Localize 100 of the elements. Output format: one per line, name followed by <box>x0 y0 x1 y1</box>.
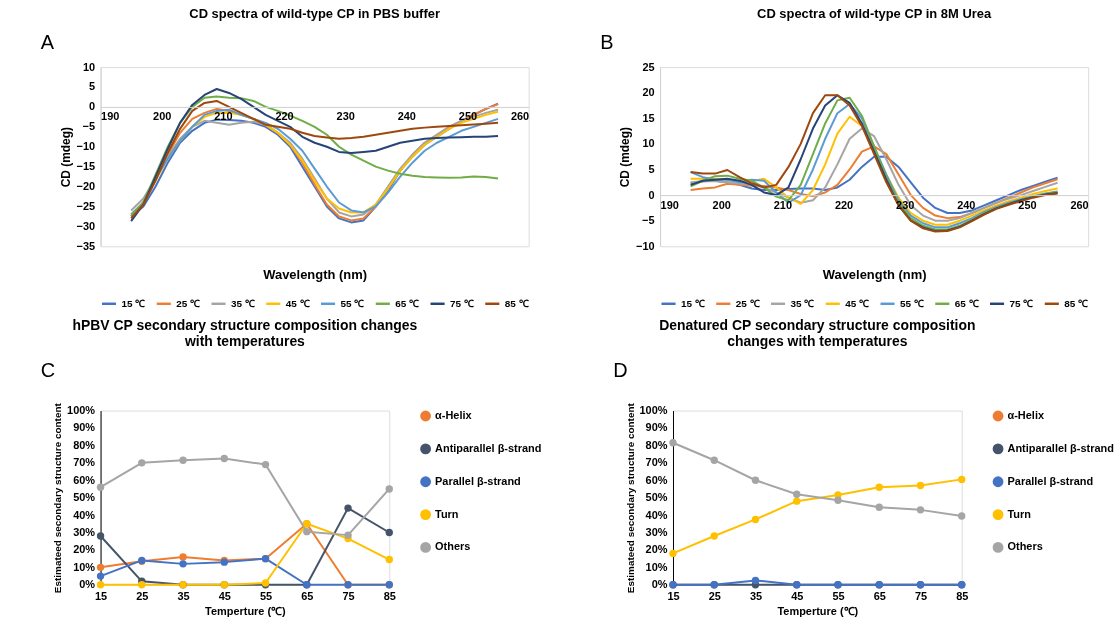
x-tick-label: 220 <box>834 198 854 211</box>
legend-label: 25 ℃ <box>176 297 201 309</box>
x-tick-label: 15 <box>667 590 680 603</box>
x-axis-title: Temperture (℃) <box>205 605 287 618</box>
x-tick-label: 230 <box>336 110 355 123</box>
y-tick-label: 10% <box>73 560 96 573</box>
x-tick-label: 45 <box>218 590 231 603</box>
y-tick-label: 90% <box>73 421 96 434</box>
legend-label: 55 ℃ <box>899 297 924 309</box>
y-tick-label: 20% <box>73 543 96 556</box>
y-tick-label: −10 <box>636 239 655 252</box>
y-tick-label: 70% <box>73 456 96 469</box>
x-tick-label: 25 <box>708 590 721 603</box>
y-axis-title: CD (mdeg) <box>58 127 73 188</box>
legend-label: 25 ℃ <box>735 297 760 309</box>
y-tick-label: 50% <box>645 491 668 504</box>
x-tick-label: 240 <box>397 110 416 123</box>
y-tick-label: 0% <box>651 578 668 591</box>
legend-label: 15 ℃ <box>121 297 146 309</box>
y-tick-label: 40% <box>645 508 668 521</box>
legend-label: Others <box>1007 540 1043 553</box>
y-tick-label: 30% <box>73 526 96 538</box>
y-tick-label: 100% <box>639 404 668 417</box>
y-tick-label: 25 <box>642 60 655 73</box>
chart-title: Denatured CP secondary structure composition changes with temperatures <box>659 316 976 349</box>
legend-label: 15 ℃ <box>680 297 705 309</box>
y-tick-label: −25 <box>76 199 96 212</box>
y-tick-label: 0 <box>648 188 655 201</box>
x-tick-label: 190 <box>101 110 120 123</box>
y-tick-label: −10 <box>76 140 96 153</box>
legend-label: 85 ℃ <box>504 297 529 309</box>
legend-label: 75 ℃ <box>1009 297 1034 309</box>
y-tick-label: 5 <box>648 162 655 175</box>
legend-label: 85 ℃ <box>1064 297 1089 309</box>
x-tick-label: 220 <box>275 110 294 123</box>
x-tick-label: 200 <box>712 198 731 211</box>
legend-label: Parallel β-strand <box>1007 474 1094 487</box>
y-tick-label: 40% <box>73 508 96 521</box>
legend-label: α-Helix <box>1007 409 1045 422</box>
text: D <box>613 358 628 381</box>
x-tick-label: 190 <box>660 198 679 211</box>
y-tick-label: −20 <box>76 180 96 193</box>
y-tick-label: 50% <box>73 491 96 504</box>
x-tick-label: 200 <box>153 110 172 123</box>
x-tick-label: 240 <box>957 198 976 211</box>
y-tick-label: 0 <box>88 100 96 113</box>
x-tick-label: 85 <box>383 590 396 603</box>
y-tick-label: 10% <box>645 560 668 573</box>
y-tick-label: 90% <box>645 421 668 434</box>
x-tick-label: 65 <box>301 590 314 603</box>
x-tick-label: 260 <box>510 110 530 123</box>
legend-label: 55 ℃ <box>340 297 365 309</box>
y-tick-label: 60% <box>645 473 668 486</box>
x-tick-label: 250 <box>458 110 478 123</box>
legend-label: α-Helix <box>435 409 472 422</box>
legend-label: 35 ℃ <box>790 297 815 309</box>
y-tick-label: 30% <box>645 526 668 538</box>
chart-title: CD spectra of wild-type CP in PBS buffer <box>189 6 440 22</box>
legend-label: 65 ℃ <box>395 297 420 309</box>
y-tick-label: 20% <box>645 543 668 556</box>
y-axis-title: CD (mdeg) <box>618 127 633 188</box>
x-tick-label: 85 <box>956 590 969 603</box>
text: A <box>40 31 55 54</box>
x-axis-title: Temperture (℃) <box>777 605 859 618</box>
y-tick-label: 20 <box>642 86 655 99</box>
y-tick-label: −30 <box>76 219 96 232</box>
legend-label: Antiparallel β-strand <box>1007 441 1114 454</box>
legend-label: Others <box>435 540 471 553</box>
text: C <box>40 358 56 381</box>
legend-label: Turn <box>435 507 459 520</box>
legend-label: 65 ℃ <box>954 297 979 309</box>
x-tick-label: 75 <box>914 590 928 603</box>
x-tick-label: 35 <box>749 590 763 603</box>
y-tick-label: 80% <box>73 438 96 451</box>
x-tick-label: 65 <box>873 590 886 603</box>
y-tick-label: −15 <box>76 160 96 173</box>
chart-title: hPBV CP secondary structure composition changes with temperatures <box>72 316 418 349</box>
y-axis-title: Estimateed secondary structure content <box>624 402 636 594</box>
x-tick-label: 210 <box>773 198 792 211</box>
x-tick-label: 45 <box>791 590 804 603</box>
y-tick-label: 60% <box>73 473 96 486</box>
x-tick-label: 260 <box>1070 198 1089 211</box>
y-tick-label: 0% <box>79 578 96 591</box>
x-tick-label: 250 <box>1018 198 1037 211</box>
y-tick-label: 80% <box>645 438 668 451</box>
chart-title: CD spectra of wild-type CP in 8M Urea <box>757 6 992 22</box>
x-tick-label: 25 <box>136 590 149 603</box>
x-tick-label: 75 <box>342 590 355 603</box>
x-axis-title: Wavelength (nm) <box>263 266 367 282</box>
x-tick-label: 55 <box>259 590 273 603</box>
y-tick-label: 10 <box>82 60 96 73</box>
y-tick-label: −35 <box>76 239 96 252</box>
text: B <box>600 31 614 54</box>
legend-label: Antiparallel β-strand <box>435 441 542 454</box>
y-tick-label: 5 <box>88 80 96 93</box>
y-tick-label: 70% <box>645 456 668 469</box>
y-tick-label: −5 <box>642 214 655 227</box>
x-axis-title: Wavelength (nm) <box>822 266 927 282</box>
legend-label: 45 ℃ <box>285 297 310 309</box>
x-tick-label: 55 <box>832 590 845 603</box>
